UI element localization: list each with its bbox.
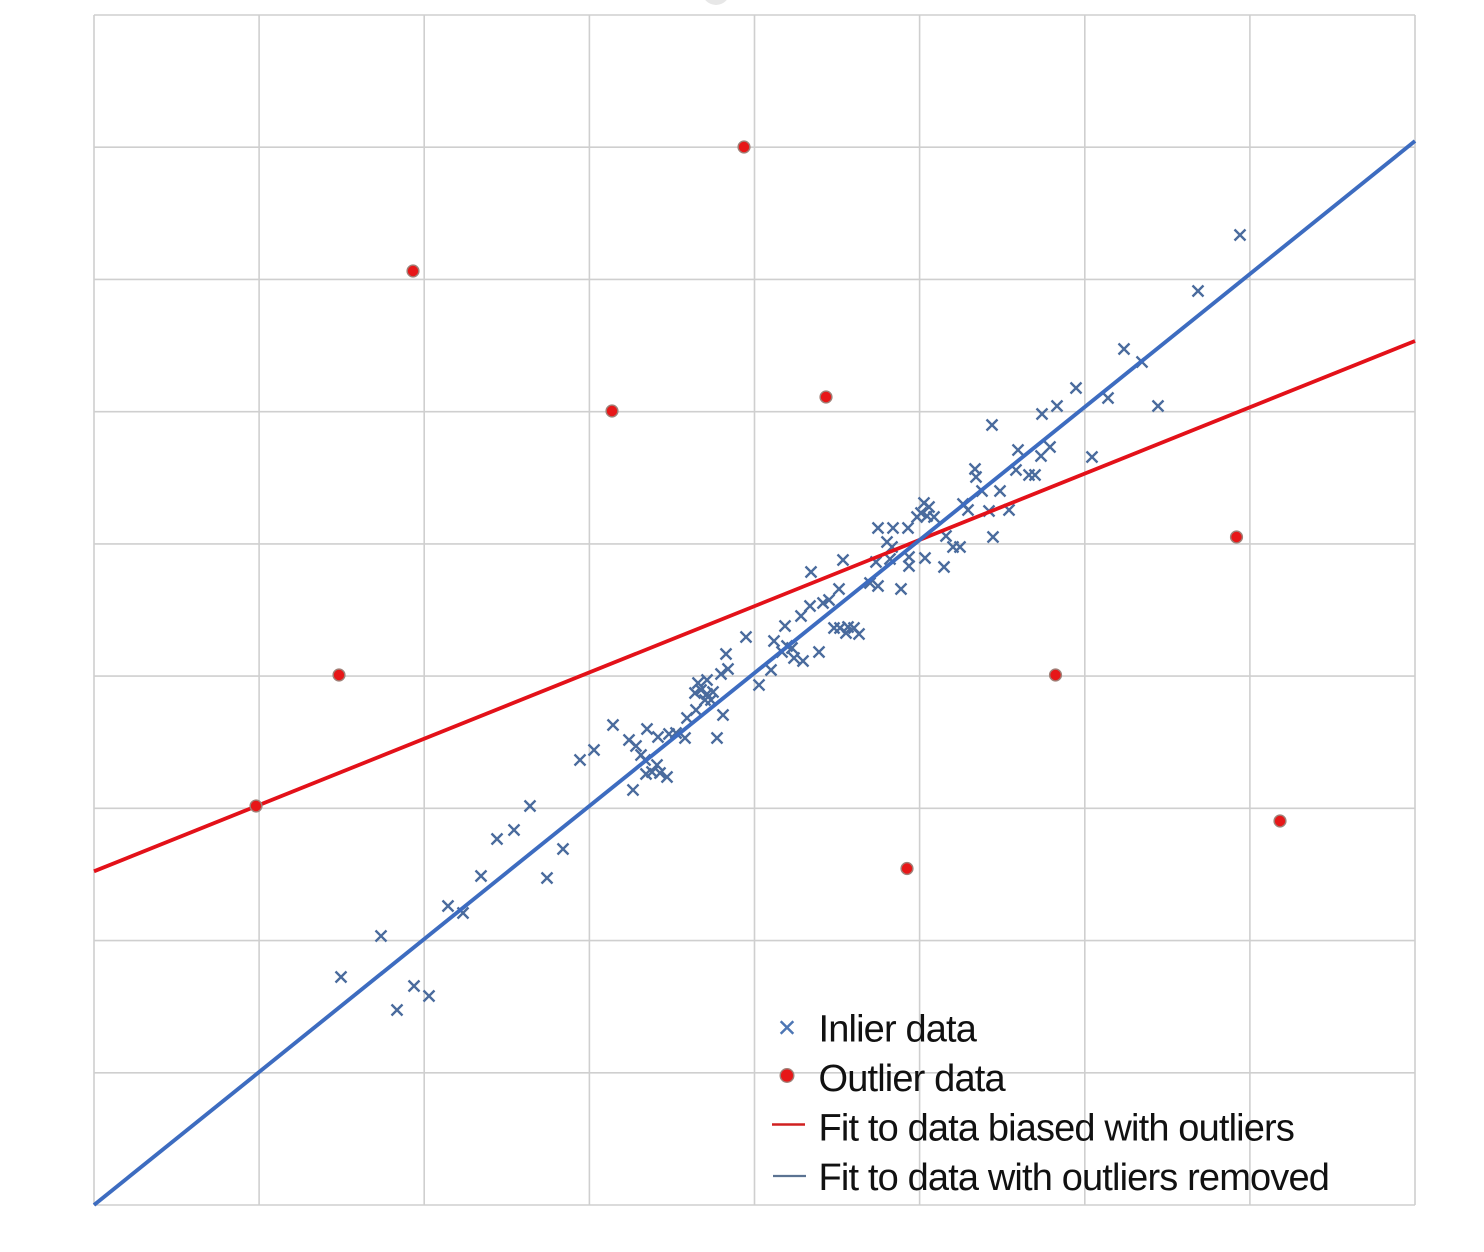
- svg-text:Inlier data: Inlier data: [819, 1009, 978, 1051]
- svg-text:Outlier data: Outlier data: [819, 1058, 1007, 1100]
- svg-text:Fit to data biased with outlie: Fit to data biased with outliers: [819, 1108, 1295, 1150]
- svg-text:Fit to data with outliers remo: Fit to data with outliers removed: [819, 1157, 1330, 1199]
